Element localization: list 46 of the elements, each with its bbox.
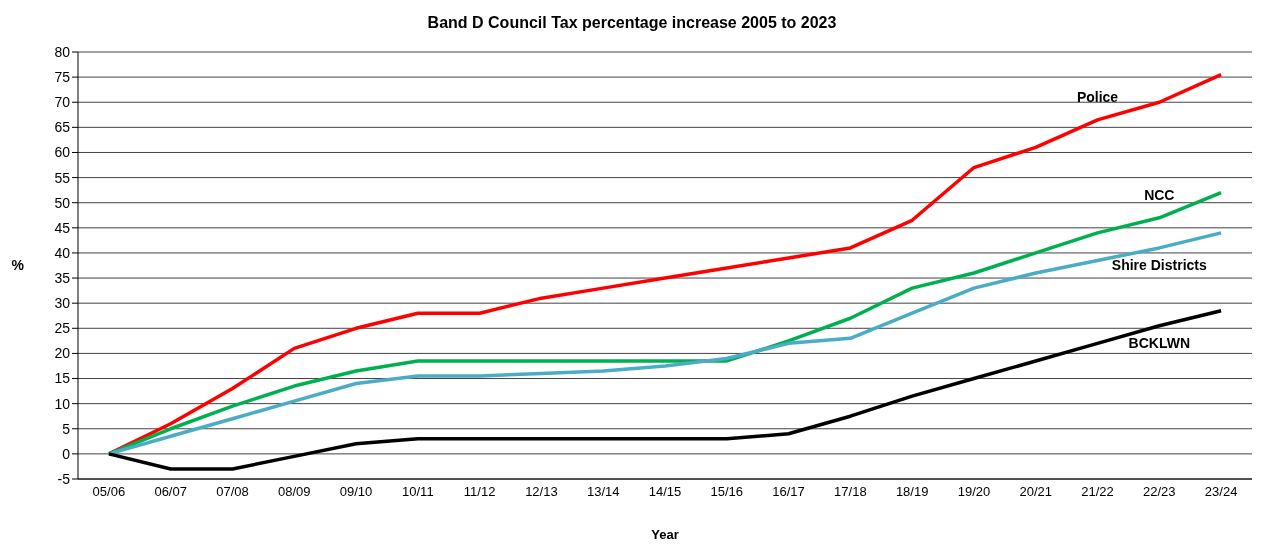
y-tick-label: 50 (54, 194, 71, 211)
x-tick-label: 09/10 (339, 484, 373, 500)
x-tick-label: 15/16 (710, 484, 744, 500)
x-tick-label: 14/15 (648, 484, 682, 500)
x-tick-label: 06/07 (154, 484, 187, 500)
y-tick-label: 30 (54, 295, 71, 312)
y-tick-label: 65 (54, 119, 71, 136)
x-tick-label: 13/14 (586, 484, 620, 500)
y-tick-label: 55 (54, 169, 71, 186)
y-tick-label: 15 (54, 370, 71, 387)
y-tick-label: 5 (62, 420, 71, 437)
x-tick-label: 18/19 (895, 484, 929, 500)
x-tick-label: 20/21 (1019, 484, 1053, 500)
y-tick-label: 25 (54, 320, 71, 337)
y-tick-label: 10 (54, 395, 71, 412)
line-series (107, 231, 1223, 456)
y-axis-title: % (11, 257, 25, 274)
x-tick-label: 17/18 (834, 484, 867, 500)
series-label: BCKLWN (1128, 334, 1191, 351)
x-tick-label: 10/11 (402, 484, 434, 500)
x-tick-label: 12/13 (525, 484, 558, 500)
series-label: Police (1076, 88, 1119, 105)
series-label: Shire Districts (1111, 256, 1207, 273)
x-axis-title: Year (651, 527, 679, 542)
x-tick-label: 22/23 (1143, 484, 1176, 500)
y-tick-label: 0 (62, 445, 71, 462)
y-tick-label: -5 (57, 470, 71, 487)
x-tick-label: 05/06 (92, 484, 126, 500)
x-tick-label: 11/12 (463, 484, 496, 500)
y-tick-label: 70 (54, 94, 71, 111)
series-label: NCC (1144, 186, 1175, 203)
y-tick-label: 20 (54, 345, 71, 362)
x-tick-label: 07/08 (216, 484, 249, 500)
y-tick-label: 40 (54, 244, 71, 261)
y-tick-label: 35 (54, 270, 71, 287)
y-tick-label: 80 (54, 43, 71, 60)
x-tick-label: 08/09 (277, 484, 311, 500)
chart-title: Band D Council Tax percentage increase 2005 to 2023 (426, 13, 838, 33)
x-tick-label: 16/17 (772, 484, 805, 500)
y-tick-label: 45 (54, 219, 71, 236)
x-tick-label: 19/20 (957, 484, 991, 500)
x-tick-label: 23/24 (1204, 484, 1238, 500)
line-series (107, 308, 1223, 471)
x-tick-label: 21/22 (1081, 484, 1114, 500)
y-tick-label: 60 (54, 144, 71, 161)
y-tick-label: 75 (54, 69, 71, 86)
